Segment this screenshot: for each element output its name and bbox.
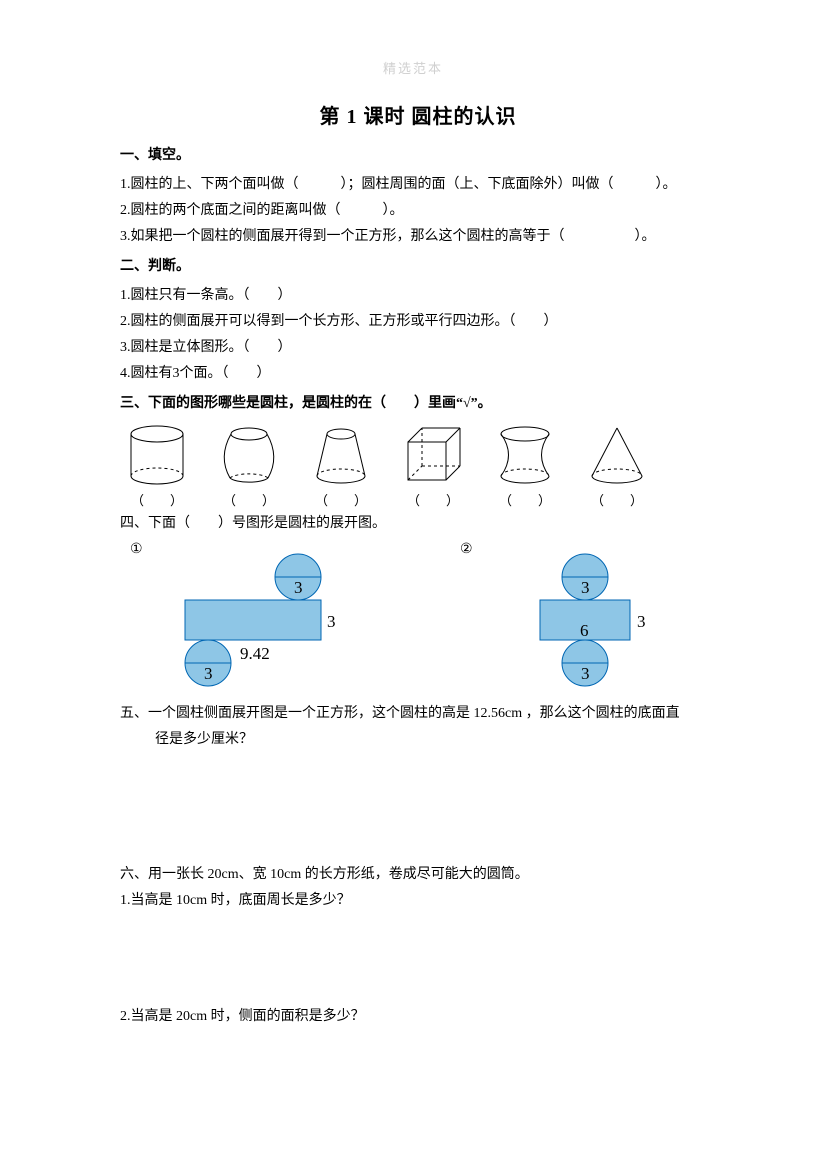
section2-head: 二、判断。 bbox=[120, 254, 716, 279]
q4-item-2: ② 3 3 6 3 bbox=[460, 541, 710, 691]
spacer-1 bbox=[120, 752, 716, 862]
s6-q1: 1.当高是 10cm 时，底面周长是多少？ bbox=[120, 888, 716, 914]
cube-icon bbox=[396, 422, 470, 488]
q4-item-1: ① 3 3 9.42 3 bbox=[130, 541, 380, 691]
rect-h-2: 3 bbox=[637, 612, 646, 631]
header-watermark: 精选范本 bbox=[0, 58, 826, 77]
shape-paren-6: （ ） bbox=[591, 490, 643, 509]
q4-diagram-2: 3 3 6 3 bbox=[460, 541, 710, 691]
barrel-icon bbox=[212, 422, 286, 488]
shape-paren-5: （ ） bbox=[499, 490, 551, 509]
section1-head: 一、填空。 bbox=[120, 143, 716, 168]
s2-q2: 2.圆柱的侧面展开可以得到一个长方形、正方形或平行四边形。（ ） bbox=[120, 309, 716, 335]
spacer-2 bbox=[120, 914, 716, 1004]
bot-diam-2: 3 bbox=[581, 664, 590, 683]
shape-paren-1: （ ） bbox=[131, 490, 183, 509]
worksheet-page: 精选范本 第 1 课时 圆柱的认识 一、填空。 1.圆柱的上、下两个面叫做（ ）… bbox=[0, 0, 826, 1169]
s2-q3: 3.圆柱是立体图形。（ ） bbox=[120, 335, 716, 361]
shape-paren-2: （ ） bbox=[223, 490, 275, 509]
s5-line2: 径是多少厘米？ bbox=[120, 727, 716, 753]
shape-paren-3: （ ） bbox=[315, 490, 367, 509]
section3-head: 三、下面的图形哪些是圆柱，是圆柱的在（ ）里画“√”。 bbox=[120, 391, 716, 416]
s1-q1: 1.圆柱的上、下两个面叫做（ ）；圆柱周围的面（上、下底面除外）叫做（ ）。 bbox=[120, 172, 716, 198]
shape-hourglass: （ ） bbox=[488, 422, 562, 509]
top-diam-2: 3 bbox=[581, 578, 590, 597]
shape-cube: （ ） bbox=[396, 422, 470, 509]
s2-q4: 4.圆柱有3个面。（ ） bbox=[120, 361, 716, 387]
shape-paren-4: （ ） bbox=[407, 490, 459, 509]
shape-barrel: （ ） bbox=[212, 422, 286, 509]
q4-num-2: ② bbox=[460, 541, 473, 558]
shape-frustum: （ ） bbox=[304, 422, 378, 509]
q4-row: ① 3 3 9.42 3 ② 3 bbox=[130, 541, 716, 691]
cone-icon bbox=[580, 422, 654, 488]
rect-w-2: 6 bbox=[580, 621, 589, 640]
shape-cylinder: （ ） bbox=[120, 422, 194, 509]
q4-diagram-1: 3 3 9.42 3 bbox=[130, 541, 380, 691]
rect-w-1: 9.42 bbox=[240, 644, 270, 663]
top-diam-1: 3 bbox=[294, 578, 303, 597]
cylinder-icon bbox=[120, 422, 194, 488]
s1-q2: 2.圆柱的两个底面之间的距离叫做（ ）。 bbox=[120, 198, 716, 224]
q4-num-1: ① bbox=[130, 541, 143, 558]
s2-q1: 1.圆柱只有一条高。（ ） bbox=[120, 283, 716, 309]
rect-h-1: 3 bbox=[327, 612, 336, 631]
section6-head: 六、用一张长 20cm、宽 10cm 的长方形纸，卷成尽可能大的圆筒。 bbox=[120, 862, 716, 888]
s1-q3: 3.如果把一个圆柱的侧面展开得到一个正方形，那么这个圆柱的高等于（ ）。 bbox=[120, 224, 716, 250]
bot-diam-1: 3 bbox=[204, 664, 213, 683]
s6-q2: 2.当高是 20cm 时，侧面的面积是多少？ bbox=[120, 1004, 716, 1030]
page-title: 第 1 课时 圆柱的认识 bbox=[120, 100, 716, 129]
section4-head: 四、下面（ ）号图形是圆柱的展开图。 bbox=[120, 511, 716, 537]
shape-cone: （ ） bbox=[580, 422, 654, 509]
shapes-row: （ ） （ ） （ ） bbox=[120, 422, 716, 509]
frustum-icon bbox=[304, 422, 378, 488]
hourglass-icon bbox=[488, 422, 562, 488]
s5-line1: 五、一个圆柱侧面展开图是一个正方形，这个圆柱的高是 12.56cm ，那么这个圆… bbox=[120, 701, 716, 727]
